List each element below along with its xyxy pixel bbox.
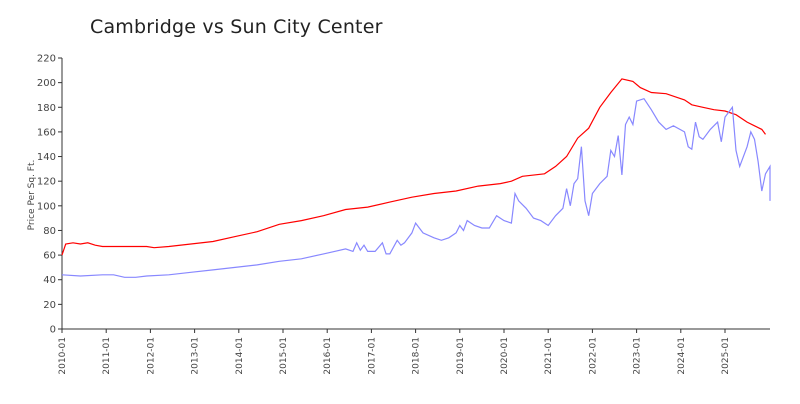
- x-tick-label: 2011-01: [102, 337, 112, 375]
- y-tick-label: 140: [37, 152, 56, 163]
- series-line-2: [61, 97, 771, 278]
- x-tick-label: 2019-01: [456, 337, 466, 375]
- y-tick-label: 100: [37, 201, 56, 212]
- y-tick-label: 200: [37, 78, 56, 89]
- x-tick-label: 2017-01: [367, 337, 377, 375]
- x-tick-label: 2014-01: [235, 337, 245, 375]
- series-layer: [61, 78, 771, 278]
- x-tick-label: 2022-01: [588, 337, 598, 375]
- x-tick-label: 2025-01: [721, 337, 731, 375]
- y-tick-label: 180: [37, 103, 56, 114]
- x-tick-label: 2023-01: [633, 337, 643, 375]
- y-axis-label: Price Per Sq. Ft.: [27, 160, 37, 231]
- y-tick-label: 20: [43, 300, 56, 311]
- x-tick-label: 2016-01: [323, 337, 333, 375]
- y-tick-label: 160: [37, 127, 56, 138]
- x-tick-label: 2024-01: [677, 337, 687, 375]
- x-tick-label: 2010-01: [58, 337, 68, 375]
- x-tick-label: 2012-01: [146, 337, 156, 375]
- y-tick-label: 40: [43, 275, 56, 286]
- y-tick-label: 80: [43, 226, 56, 237]
- x-tick-label: 2018-01: [412, 337, 422, 375]
- series-line-1: [61, 78, 766, 256]
- chart-title: Cambridge vs Sun City Center: [90, 16, 383, 38]
- y-tick-label: 120: [37, 177, 56, 188]
- x-tick-label: 2020-01: [500, 337, 510, 375]
- y-tick-label: 220: [37, 54, 56, 65]
- y-tick-label: 0: [50, 325, 56, 336]
- x-tick-label: 2021-01: [544, 337, 554, 375]
- y-tick-label: 60: [43, 251, 56, 262]
- axes: 0 20 40 60 80 100 120 140 160 180 200 220 2010-01 201…: [37, 54, 770, 375]
- x-tick-label: 2015-01: [279, 337, 289, 375]
- x-tick-label: 2013-01: [191, 337, 201, 375]
